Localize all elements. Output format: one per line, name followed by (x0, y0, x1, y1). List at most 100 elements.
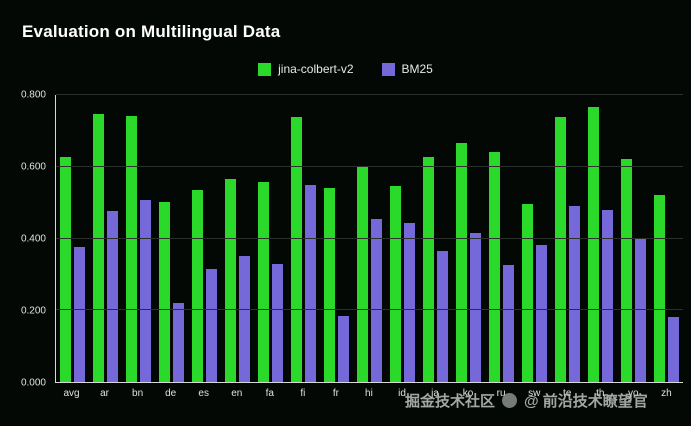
bar-group-fi (287, 95, 320, 382)
bar-BM25-de (173, 303, 184, 382)
watermark: 掘金技术社区 @ 前沿技术瞭望官 (405, 390, 648, 411)
bar-group-en (221, 95, 254, 382)
x-tick-label-fr: fr (332, 388, 339, 399)
bar-group-avg (56, 95, 89, 382)
bar-BM25-fa (272, 263, 283, 382)
bar-jina-colbert-v2-zh (654, 195, 665, 382)
bar-jina-colbert-v2-es (192, 189, 203, 382)
bar-BM25-fi (305, 185, 316, 382)
bar-group-hi (353, 95, 386, 382)
bar-jina-colbert-v2-yo (621, 159, 632, 382)
bar-group-sw (518, 95, 551, 382)
bar-BM25-bn (140, 200, 151, 382)
watermark-logo-icon (502, 393, 518, 408)
bar-jina-colbert-v2-en (225, 178, 236, 382)
bar-jina-colbert-v2-hi (357, 167, 368, 382)
bar-group-te (551, 95, 584, 382)
x-tick-label-ru: ru (496, 388, 506, 399)
legend-swatch-icon (258, 62, 272, 76)
bar-jina-colbert-v2-sw (522, 203, 533, 382)
legend-item-jina-colbert-v2: jina-colbert-v2 (258, 62, 354, 76)
y-tick-label: 0.200 (20, 305, 46, 317)
x-tick-label-yo: yo (628, 388, 639, 399)
x-tick-label-ko: ko (462, 388, 474, 399)
watermark-text-right: @ 前沿技术瞭望官 (524, 393, 648, 410)
x-tick-label-hi: hi (365, 388, 373, 399)
y-axis: 0.000 0.200 0.400 0.600 0.800 (0, 90, 50, 389)
bar-group-fa (254, 95, 287, 382)
y-tick-label: 0.000 (20, 377, 46, 389)
bar-group-de (155, 95, 188, 382)
x-tick-label-sw: sw (528, 388, 541, 399)
bar-jina-colbert-v2-ja (423, 157, 434, 382)
gridline (56, 237, 683, 239)
x-tick-label-bn: bn (132, 388, 144, 399)
x-tick-label-zh: zh (661, 388, 672, 399)
bar-jina-colbert-v2-te (555, 117, 566, 382)
chart-title: Evaluation on Multilingual Data (22, 22, 281, 41)
x-axis: avg ar bn de es en fa fi fr hi id ja ko ru sw te th yo zh (55, 388, 683, 399)
legend: jina-colbert-v2 BM25 (0, 62, 691, 76)
bars-layer (56, 95, 683, 382)
bar-group-es (188, 95, 221, 382)
bar-BM25-hi (371, 218, 382, 382)
x-tick-label-th: th (596, 388, 605, 399)
x-tick-label-fa: fa (265, 388, 274, 399)
x-tick-label-fi: fi (300, 388, 306, 399)
bar-jina-colbert-v2-ar (93, 113, 104, 382)
bar-group-ja (419, 95, 452, 382)
bar-BM25-te (569, 206, 580, 382)
gridline (56, 309, 683, 311)
bar-BM25-ja (437, 250, 448, 382)
x-tick-label-id: id (398, 388, 406, 399)
x-tick-label-avg: avg (63, 388, 80, 399)
bar-group-ar (89, 95, 122, 382)
bar-group-yo (617, 95, 650, 382)
bar-group-ru (485, 95, 518, 382)
bar-jina-colbert-v2-fi (291, 117, 302, 382)
bar-jina-colbert-v2-ko (456, 142, 467, 382)
bar-jina-colbert-v2-fr (324, 187, 335, 382)
bar-group-id (386, 95, 419, 382)
bar-group-fr (320, 95, 353, 382)
bar-BM25-fr (338, 316, 349, 382)
gridline (56, 94, 683, 95)
watermark-text-left: 掘金技术社区 (405, 393, 496, 410)
gridline (56, 165, 683, 167)
x-tick-label-en: en (231, 388, 243, 399)
bar-jina-colbert-v2-bn (126, 115, 137, 382)
y-tick-label: 0.800 (20, 89, 46, 101)
bar-group-bn (122, 95, 155, 382)
bar-BM25-ru (503, 265, 514, 382)
bar-jina-colbert-v2-id (390, 186, 401, 382)
bar-BM25-th (602, 209, 613, 382)
bar-BM25-es (206, 269, 217, 382)
y-tick-label: 0.400 (20, 233, 46, 245)
bar-BM25-ar (107, 211, 118, 382)
bar-BM25-zh (668, 316, 679, 382)
x-tick-label-de: de (165, 388, 177, 399)
bar-group-th (584, 95, 617, 382)
legend-label: BM25 (401, 62, 433, 76)
bar-jina-colbert-v2-th (588, 106, 599, 382)
plot-area (55, 94, 683, 383)
bar-jina-colbert-v2-de (159, 201, 170, 382)
bar-group-ko (452, 95, 485, 382)
y-tick-label: 0.600 (20, 161, 46, 173)
legend-item-BM25: BM25 (381, 62, 433, 76)
bar-BM25-ko (470, 232, 481, 382)
bar-BM25-avg (74, 247, 85, 382)
x-tick-label-ar: ar (100, 388, 110, 399)
x-tick-label-ja: ja (431, 388, 439, 399)
bar-BM25-en (239, 256, 250, 382)
x-tick-label-te: te (563, 388, 572, 399)
bar-group-zh (650, 95, 683, 382)
bar-jina-colbert-v2-avg (60, 157, 71, 382)
x-tick-label-es: es (198, 388, 209, 399)
bar-BM25-sw (536, 244, 547, 382)
bar-jina-colbert-v2-ru (489, 152, 500, 382)
legend-swatch-icon (381, 62, 395, 76)
bar-BM25-id (404, 222, 415, 382)
legend-label: jina-colbert-v2 (278, 62, 354, 76)
bar-jina-colbert-v2-fa (258, 181, 269, 382)
